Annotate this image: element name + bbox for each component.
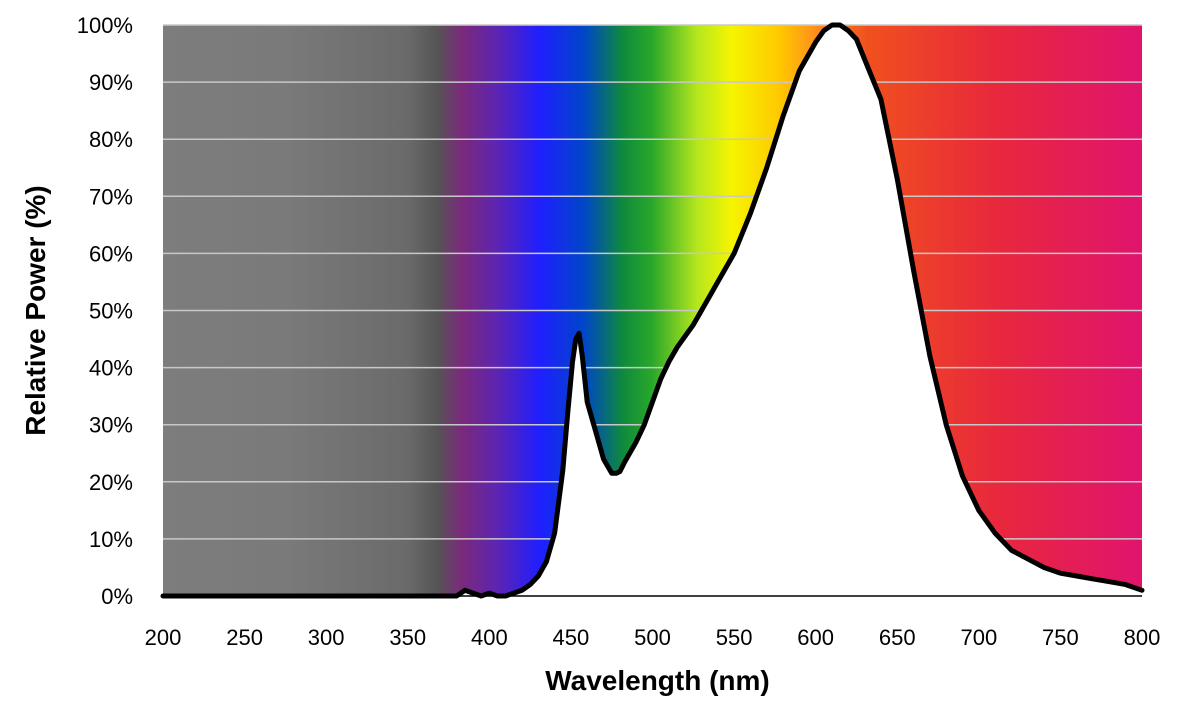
x-tick-label: 700 [960,625,997,650]
y-axis-ticks: 0% 10% 20% 30% 40% 50% 60% 70% 80% 90% 100% [77,13,133,609]
x-tick-label: 600 [797,625,834,650]
x-axis-title: Wavelength (nm) [545,665,770,696]
y-tick-label: 10% [89,527,133,552]
y-tick-label: 20% [89,470,133,495]
x-tick-label: 450 [553,625,590,650]
y-tick-label: 30% [89,413,133,438]
x-tick-label: 800 [1124,625,1161,650]
x-tick-label: 200 [145,625,182,650]
x-tick-label: 750 [1042,625,1079,650]
spectrum-curve [160,22,1145,599]
x-tick-label: 350 [389,625,426,650]
y-tick-label: 50% [89,299,133,324]
y-tick-label: 70% [89,184,133,209]
y-tick-label: 0% [101,584,133,609]
y-tick-label: 60% [89,241,133,266]
x-tick-label: 400 [471,625,508,650]
spectrum-area [163,25,1142,596]
y-tick-label: 40% [89,356,133,381]
x-tick-label: 650 [879,625,916,650]
x-axis-ticks: 200 250 300 350 400 450 500 550 600 650 700 750 800 [145,625,1161,650]
x-tick-label: 550 [716,625,753,650]
y-tick-label: 100% [77,13,133,38]
y-axis-title: Relative Power (%) [20,185,51,436]
y-tick-label: 80% [89,127,133,152]
x-tick-label: 300 [308,625,345,650]
x-tick-label: 500 [634,625,671,650]
x-tick-label: 250 [226,625,263,650]
y-tick-label: 90% [89,70,133,95]
